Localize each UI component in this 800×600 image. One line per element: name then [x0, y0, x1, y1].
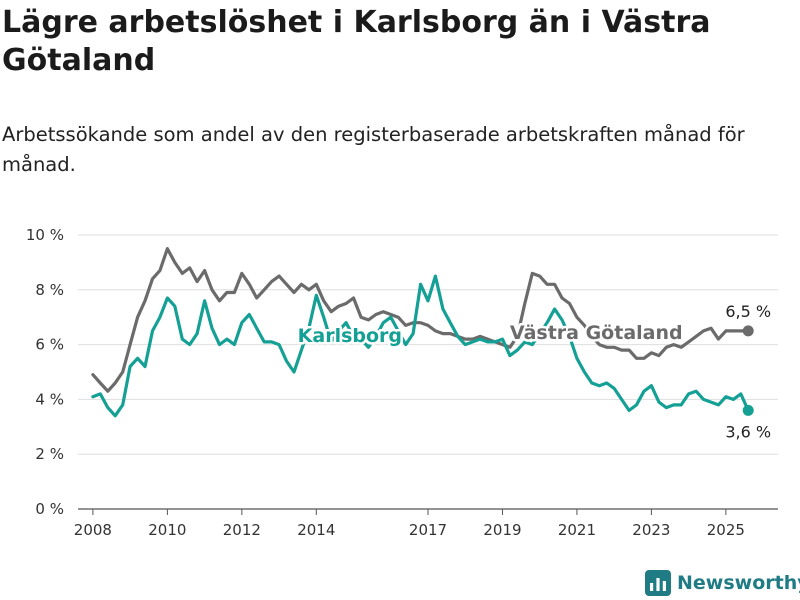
brand-logo: Newsworthy: [645, 568, 800, 598]
y-tick-label: 10 %: [26, 226, 64, 244]
y-tick-label: 0 %: [35, 500, 64, 518]
end-point-karlsborg: [742, 404, 754, 416]
chart-title: Lägre arbetslöshet i Karlsborg än i Väst…: [2, 5, 711, 78]
chart-subtitle: Arbetssökande som andel av den registerb…: [2, 123, 745, 176]
series-label-karlsborg: Karlsborg: [298, 325, 402, 347]
x-tick-label: 2010: [148, 521, 186, 539]
x-tick-label: 2023: [632, 521, 670, 539]
y-tick-label: 2 %: [35, 445, 64, 463]
gridlines: [78, 234, 778, 510]
x-tick-label: 2019: [483, 521, 521, 539]
y-tick-label: 8 %: [35, 281, 64, 299]
newsworthy-logo-icon: [645, 570, 671, 596]
y-tick-label: 4 %: [35, 390, 64, 408]
end-point-västra-götaland: [742, 325, 754, 337]
x-tick-label: 2008: [74, 521, 112, 539]
x-tick-label: 2017: [409, 521, 447, 539]
series-lines: [91, 247, 754, 418]
series-line-karlsborg: [91, 274, 750, 418]
x-tick-label: 2012: [223, 521, 261, 539]
x-tick-label: 2025: [707, 521, 745, 539]
x-axis: 2008 2010 2012 2014 2017 2019 2021 2023 2025: [74, 509, 745, 539]
series-labels: 6,5 % 3,6 % Karlsborg Västra Götaland: [295, 302, 771, 441]
x-tick-label: 2021: [558, 521, 596, 539]
end-label-västra-götaland: 6,5 %: [725, 302, 771, 321]
y-axis-tick-labels: 0 % 2 % 4 % 6 % 8 % 10 %: [26, 226, 64, 518]
series-line-västra-götaland: [91, 247, 750, 393]
series-label-västra-götaland: Västra Götaland: [510, 322, 683, 344]
y-tick-label: 6 %: [35, 336, 64, 354]
brand-name: Newsworthy: [677, 572, 800, 594]
end-label-karlsborg: 3,6 %: [725, 422, 771, 441]
x-tick-label: 2014: [297, 521, 335, 539]
